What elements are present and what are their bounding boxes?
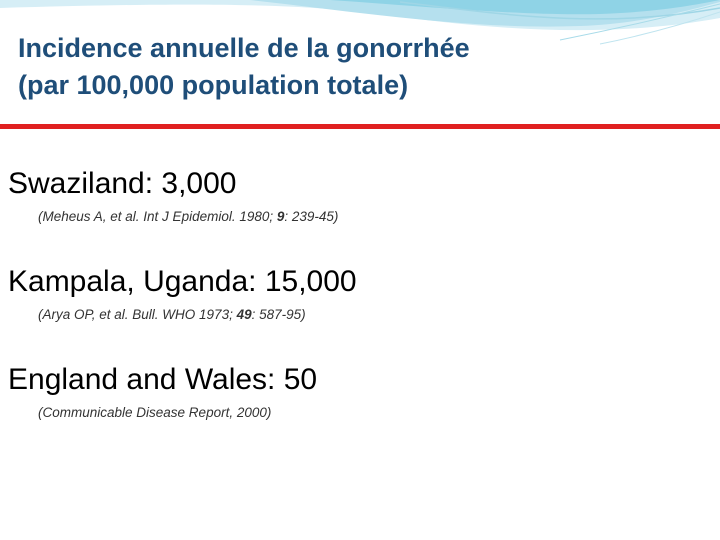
entry-citation: (Arya OP, et al. Bull. WHO 1973; 49: 587…	[38, 307, 357, 322]
slide-title: Incidence annuelle de la gonorrhée (par …	[18, 30, 470, 104]
entry-citation: (Communicable Disease Report, 2000)	[38, 405, 317, 420]
citation-volume: 49	[236, 307, 252, 322]
citation-pages: : 587-95)	[251, 307, 306, 322]
title-line-2: (par 100,000 population totale)	[18, 70, 409, 100]
entry-kampala-uganda: Kampala, Uganda: 15,000 (Arya OP, et al.…	[8, 265, 357, 322]
title-line-1: Incidence annuelle de la gonorrhée	[18, 33, 470, 63]
citation-text: (Communicable Disease Report, 2000)	[38, 405, 272, 420]
entry-location-value: Swaziland: 3,000	[8, 167, 237, 200]
entry-location-value: Kampala, Uganda: 15,000	[8, 265, 357, 298]
citation-text: (Arya OP, et al. Bull. WHO 1973;	[38, 307, 237, 322]
header-wave-decoration	[0, 0, 720, 45]
citation-volume: 9	[276, 209, 285, 224]
title-divider	[0, 124, 720, 129]
citation-pages: : 239-45)	[284, 209, 339, 224]
citation-text: (Meheus A, et al. Int J Epidemiol. 1980;	[38, 209, 277, 224]
entry-swaziland: Swaziland: 3,000 (Meheus A, et al. Int J…	[8, 167, 338, 224]
entry-location-value: England and Wales: 50	[8, 363, 318, 396]
entry-england-wales: England and Wales: 50 (Communicable Dise…	[8, 363, 317, 420]
entry-citation: (Meheus A, et al. Int J Epidemiol. 1980;…	[38, 209, 338, 224]
